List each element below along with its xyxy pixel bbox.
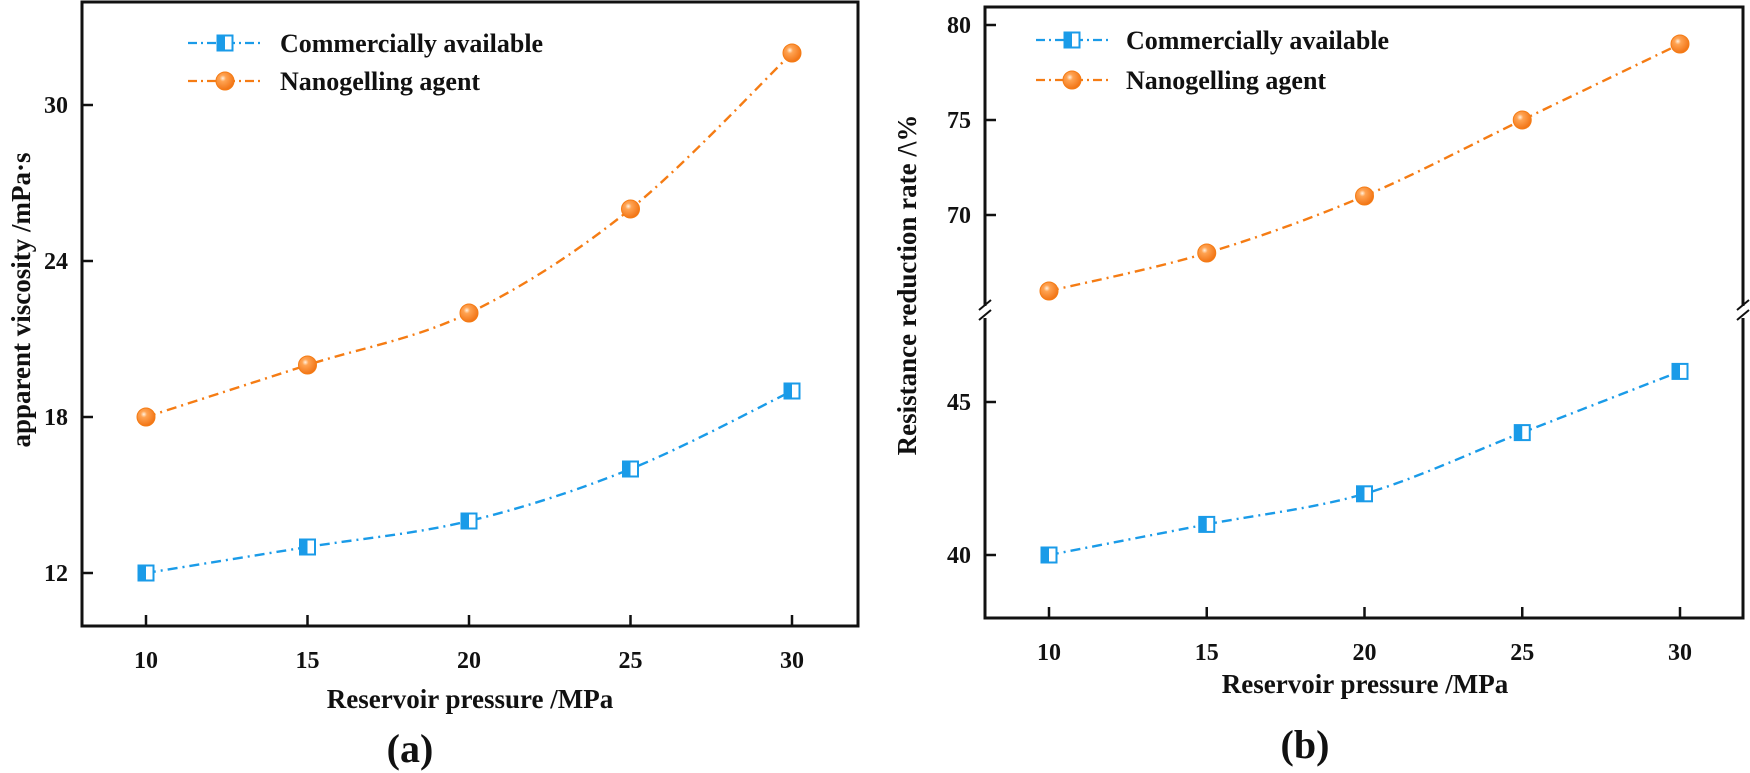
legend-label-commercial: Commercially available	[1126, 26, 1389, 55]
legend-item-nano: Nanogelling agent	[188, 67, 480, 96]
data-point-nano	[782, 43, 802, 63]
x-tick-label: 10	[134, 648, 158, 674]
plot-frame-lower	[983, 318, 1745, 620]
legend-label-nano: Nanogelling agent	[280, 67, 480, 96]
data-point-nano	[298, 355, 317, 375]
legend-item-commercial: Commercially available	[1036, 26, 1389, 55]
circle-marker-icon	[215, 71, 235, 91]
y-tick-label: 75	[947, 108, 971, 134]
x-tick-label: 15	[296, 648, 320, 674]
y-axis-ticks: 70 75 80 40 45	[947, 13, 996, 569]
data-point-commercial	[299, 538, 316, 556]
circle-marker-icon	[1062, 70, 1082, 90]
legend-marker-nano	[215, 71, 235, 91]
data-point-nano	[621, 199, 640, 219]
data-point-nano	[1197, 243, 1217, 263]
plot-frame-upper	[983, 5, 1745, 306]
series-line-nano	[145, 52, 793, 419]
legend: Commercially available Nanogelling agent	[1036, 26, 1389, 95]
legend-label-nano: Nanogelling agent	[1126, 66, 1326, 95]
data-point-nano	[1355, 186, 1374, 206]
series-markers	[136, 43, 802, 582]
data-point-commercial	[460, 512, 478, 530]
data-point-nano	[459, 303, 479, 323]
data-point-commercial	[1198, 515, 1216, 533]
chart-b: 10 15 20 25 30 70 75 80 40 45 Reservoir pressure…	[892, 5, 1750, 767]
legend-marker-nano	[1062, 70, 1082, 90]
legend-label-commercial: Commercially available	[280, 29, 543, 58]
axis-break-right-icon	[1736, 299, 1750, 321]
y-tick-label: 70	[947, 203, 971, 229]
legend-marker-commercial	[216, 34, 234, 52]
data-point-nano	[136, 407, 156, 427]
y-tick-label: 24	[44, 249, 68, 275]
panel-label: (a)	[387, 726, 434, 771]
series-line-commercial	[145, 389, 793, 575]
x-tick-label: 15	[1195, 640, 1219, 666]
panel-label: (b)	[1281, 722, 1330, 767]
data-point-nano	[1670, 34, 1690, 54]
data-point-commercial	[137, 564, 155, 582]
legend-item-nano: Nanogelling agent	[1036, 66, 1326, 95]
data-point-commercial	[1513, 424, 1531, 442]
y-tick-label: 40	[947, 543, 971, 569]
y-tick-label: 18	[44, 405, 68, 431]
y-tick-label: 12	[44, 561, 68, 587]
y-tick-label: 45	[947, 390, 971, 416]
legend: Commercially available Nanogelling agent	[188, 29, 543, 96]
data-point-commercial	[1671, 362, 1689, 380]
x-axis-ticks: 10 15 20 25 30	[1037, 607, 1692, 666]
data-point-commercial	[1356, 485, 1373, 503]
legend-item-commercial: Commercially available	[188, 29, 543, 58]
y-tick-label: 30	[44, 93, 68, 119]
x-tick-label: 25	[619, 648, 643, 674]
data-point-commercial	[783, 382, 801, 400]
half-filled-square-icon	[216, 34, 234, 52]
half-filled-square-icon	[1063, 31, 1081, 49]
x-tick-label: 20	[1353, 640, 1377, 666]
legend-marker-commercial	[1063, 31, 1081, 49]
data-point-nano	[1512, 110, 1532, 130]
y-axis-label: Resistance reduction rate /\%	[892, 115, 922, 456]
data-point-nano	[1039, 281, 1059, 301]
x-tick-label: 10	[1037, 640, 1061, 666]
x-tick-label: 30	[780, 648, 804, 674]
series-line-commercial	[1048, 370, 1681, 557]
y-axis-ticks: 12 18 24 30	[44, 93, 93, 587]
series-markers	[1039, 34, 1690, 564]
x-tick-label: 20	[457, 648, 481, 674]
y-tick-label: 80	[947, 13, 971, 39]
axis-break-left-icon	[978, 299, 992, 321]
x-axis-label: Reservoir pressure /MPa	[327, 684, 614, 714]
data-point-commercial	[622, 460, 639, 478]
y-axis-label: apparent viscosity /mPa·s	[6, 152, 36, 447]
chart-a: 10 15 20 25 30 12 18 24 30 Reservoir pressure /…	[6, 0, 860, 771]
x-tick-label: 30	[1668, 640, 1692, 666]
x-tick-label: 25	[1510, 640, 1534, 666]
x-axis-label: Reservoir pressure /MPa	[1222, 669, 1509, 699]
x-axis-ticks: 10 15 20 25 30	[134, 615, 804, 674]
series-lines	[1048, 42, 1681, 557]
data-point-commercial	[1040, 546, 1058, 564]
